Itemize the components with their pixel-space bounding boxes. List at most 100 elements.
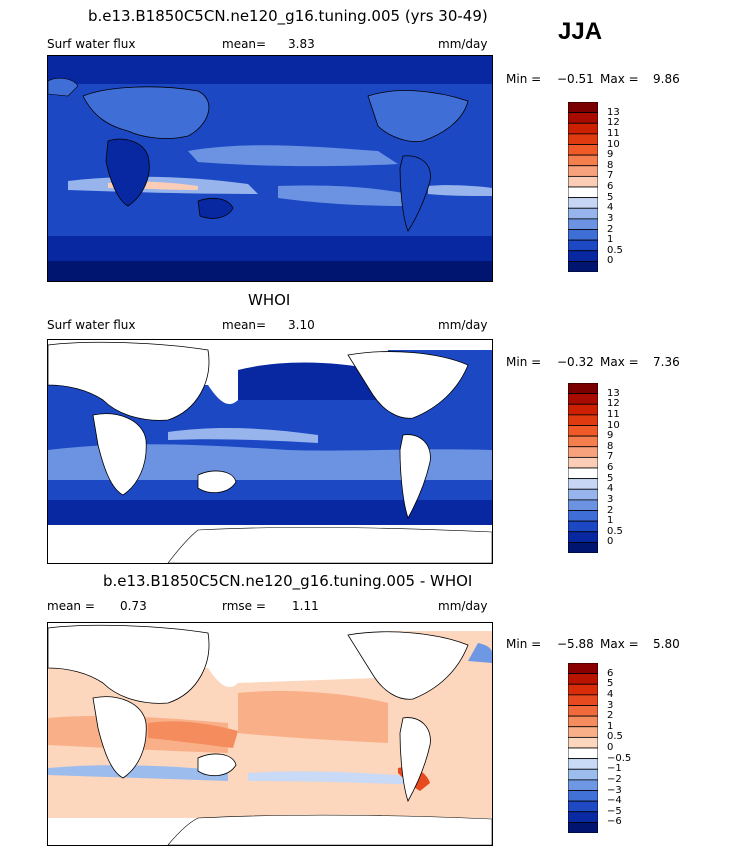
colorbar-swatch	[568, 747, 598, 760]
colorbar-swatch	[568, 726, 598, 738]
panel1-colorbar	[568, 102, 598, 272]
panel1-title: b.e13.B1850C5CN.ne120_g16.tuning.005 (yr…	[88, 7, 488, 25]
colorbar-tick-label: −2	[607, 773, 622, 785]
colorbar-tick-label: 10	[607, 138, 620, 150]
colorbar-tick-label: 8	[607, 440, 614, 452]
panel2-variable-label: Surf water flux	[47, 318, 136, 332]
colorbar-tick-label: 4	[607, 688, 614, 700]
colorbar-swatch	[568, 229, 598, 241]
colorbar-swatch	[568, 811, 598, 823]
colorbar-swatch	[568, 393, 598, 405]
colorbar-swatch	[568, 414, 598, 426]
colorbar-tick-label: −4	[607, 795, 622, 807]
colorbar-tick-label: −0.5	[607, 752, 632, 764]
colorbar-tick-label: 11	[607, 127, 620, 139]
panel1-colorbar-labels: 13 12 11 10 9 8 7 6 5 4 3 2 1 0.5 0	[607, 102, 637, 272]
colorbar-tick-label: 3	[607, 699, 614, 711]
colorbar-tick-label: 2	[607, 504, 614, 516]
colorbar-tick-label: 7	[607, 170, 614, 182]
colorbar-swatch	[568, 673, 598, 685]
colorbar-tick-label: 10	[607, 419, 620, 431]
panel1-max-label: Max =	[600, 72, 639, 86]
season-label: JJA	[558, 18, 603, 45]
colorbar-tick-label: 0.5	[607, 525, 623, 537]
panel3-max-value: 5.80	[653, 637, 680, 651]
panel3-title: b.e13.B1850C5CN.ne120_g16.tuning.005 - W…	[103, 572, 473, 590]
colorbar-swatch	[568, 715, 598, 728]
colorbar-swatch	[568, 112, 598, 124]
colorbar-swatch	[568, 456, 598, 469]
colorbar-tick-label: 6	[607, 462, 614, 473]
colorbar-tick-label: 12	[607, 117, 620, 129]
colorbar-swatch	[568, 425, 598, 437]
colorbar-swatch	[568, 705, 598, 717]
panel3-colorbar	[568, 663, 598, 833]
colorbar-tick-label: 12	[607, 398, 620, 410]
colorbar-tick-label: −1	[607, 763, 622, 775]
colorbar-swatch	[568, 694, 598, 706]
panel2-max-value: 7.36	[653, 355, 680, 369]
colorbar-tick-label: 13	[607, 387, 620, 399]
colorbar-tick-label: 3	[607, 493, 614, 505]
colorbar-tick-label: 0.5	[607, 244, 623, 256]
colorbar-swatch	[568, 520, 598, 533]
panel2-mean-value: 3.10	[288, 318, 315, 332]
panel2-max-label: Max =	[600, 355, 639, 369]
colorbar-swatch	[568, 541, 598, 553]
panel1-max-value: 9.86	[653, 72, 680, 86]
panel3-map	[47, 622, 493, 846]
colorbar-swatch	[568, 186, 598, 199]
panel2-title: WHOI	[248, 291, 291, 309]
colorbar-swatch	[568, 239, 598, 252]
colorbar-swatch	[568, 435, 598, 448]
panel3-min-value: −5.88	[557, 637, 594, 651]
colorbar-swatch	[568, 154, 598, 167]
colorbar-tick-label: 8	[607, 159, 614, 171]
colorbar-swatch	[568, 133, 598, 145]
colorbar-tick-label: 5	[607, 678, 614, 690]
colorbar-swatch	[568, 403, 598, 416]
colorbar-swatch	[568, 250, 598, 262]
panel3-mean-label: mean =	[47, 599, 95, 613]
colorbar-swatch	[568, 122, 598, 135]
colorbar-tick-label: 0	[607, 255, 614, 267]
colorbar-swatch	[568, 790, 598, 802]
colorbar-tick-label: −6	[607, 816, 622, 828]
colorbar-swatch	[568, 260, 598, 272]
colorbar-tick-label: 0	[607, 536, 614, 548]
panel1-map	[47, 55, 493, 282]
panel3-rmse-label: rmse =	[222, 599, 266, 613]
colorbar-tick-label: 0.5	[607, 731, 623, 743]
colorbar-swatch	[568, 197, 598, 209]
colorbar-swatch	[568, 768, 598, 781]
panel2-min-label: Min =	[506, 355, 542, 369]
colorbar-tick-label: 11	[607, 408, 620, 420]
colorbar-tick-label: 6	[607, 181, 614, 192]
colorbar-swatch	[568, 736, 598, 749]
panel3-min-label: Min =	[506, 637, 542, 651]
panel1-mean-value: 3.83	[288, 37, 315, 51]
colorbar-tick-label: 13	[607, 106, 620, 118]
panel2-min-value: −0.32	[557, 355, 594, 369]
panel1-min-value: −0.51	[557, 72, 594, 86]
colorbar-swatch	[568, 165, 598, 177]
panel3-units: mm/day	[438, 599, 488, 613]
colorbar-swatch	[568, 758, 598, 770]
colorbar-swatch	[568, 510, 598, 522]
colorbar-tick-label: 4	[607, 483, 614, 495]
colorbar-tick-label: 5	[607, 191, 614, 203]
colorbar-swatch	[568, 102, 598, 114]
panel1-min-label: Min =	[506, 72, 542, 86]
colorbar-swatch	[568, 800, 598, 813]
colorbar-tick-label: 2	[607, 223, 614, 235]
panel2-mean-label: mean=	[222, 318, 267, 332]
colorbar-tick-label: 1	[607, 515, 614, 527]
colorbar-tick-label: 3	[607, 212, 614, 224]
colorbar-swatch	[568, 207, 598, 220]
panel1-variable-label: Surf water flux	[47, 37, 136, 51]
colorbar-tick-label: 1	[607, 234, 614, 246]
colorbar-swatch	[568, 446, 598, 458]
panel1-units: mm/day	[438, 37, 488, 51]
panel3-rmse-value: 1.11	[292, 599, 319, 613]
colorbar-swatch	[568, 499, 598, 511]
